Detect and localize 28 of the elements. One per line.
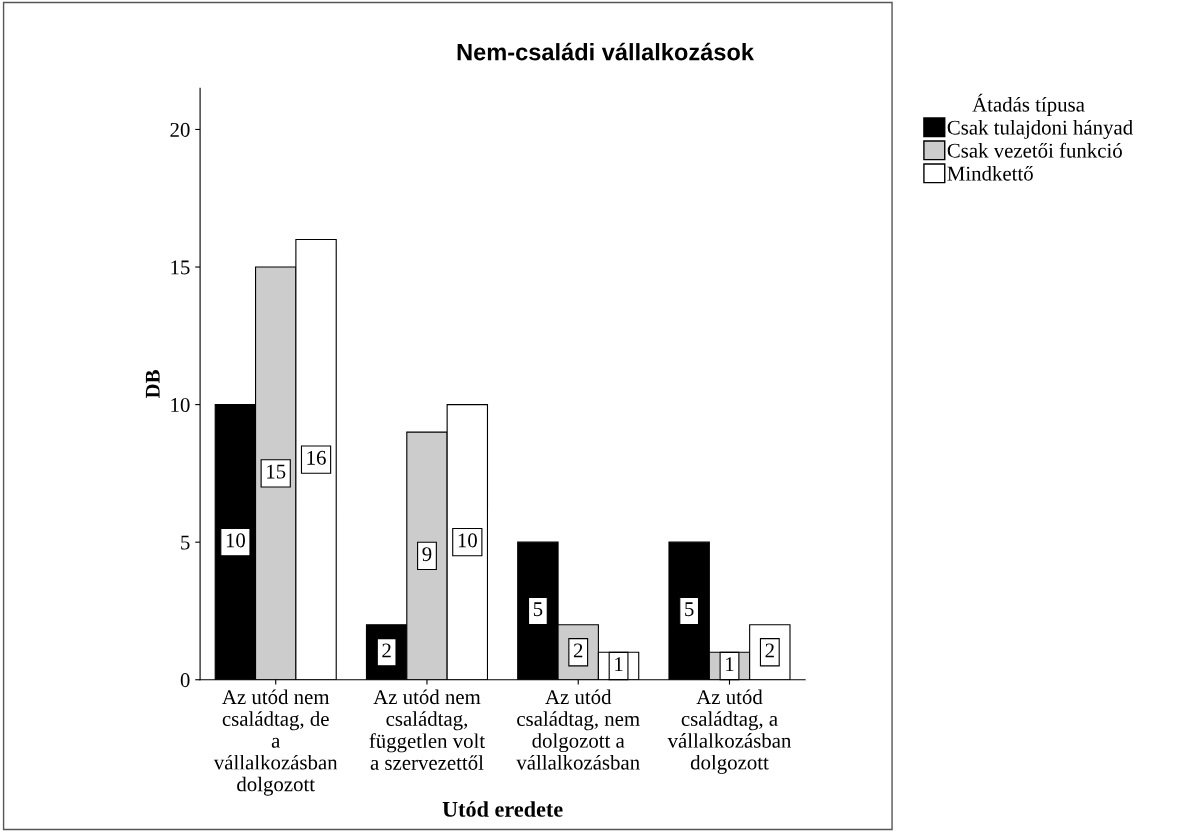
x-tick-label: Az utód nem családtag, független volt a szervezettől (369, 689, 485, 770)
data-label: 2 (382, 643, 391, 658)
data-label: 5 (533, 602, 543, 617)
y-tick-label: 5 (181, 535, 190, 550)
data-label: 1 (615, 657, 623, 671)
y-tick-label: 15 (171, 260, 190, 275)
legend-label: Mindkettő (947, 165, 1033, 181)
y-axis-title: DB (145, 370, 160, 399)
x-tick-label: Az utód családtag, nem dolgozott a vállalkozásban (516, 689, 640, 770)
data-label: 10 (458, 533, 477, 548)
x-axis-title: Utód eredete (442, 801, 563, 817)
data-label: 10 (226, 533, 245, 548)
y-tick-label: 0 (180, 673, 190, 688)
data-label: 9 (422, 547, 432, 562)
chart-title: Nem-családi vállalkozások (457, 42, 755, 61)
y-tick-label: 10 (171, 397, 190, 413)
y-tick-label: 20 (170, 122, 190, 137)
data-label: 1 (726, 657, 734, 671)
x-tick-label: Az utód nem családtag, de a vállalkozásban dolgozott (213, 689, 338, 796)
data-label: 15 (267, 464, 286, 479)
data-label: 5 (685, 602, 694, 617)
legend-title: Átadás típusa (972, 93, 1085, 116)
data-label: 2 (765, 643, 774, 658)
data-label: 16 (307, 450, 326, 465)
data-label: 2 (573, 643, 583, 658)
legend-label: Csak tulajdoni hányad (947, 119, 1133, 139)
x-tick-label: Az utód családtag, a vállalkozásban dolgozott (667, 689, 792, 774)
legend-label: Csak vezetői funkció (947, 142, 1122, 158)
